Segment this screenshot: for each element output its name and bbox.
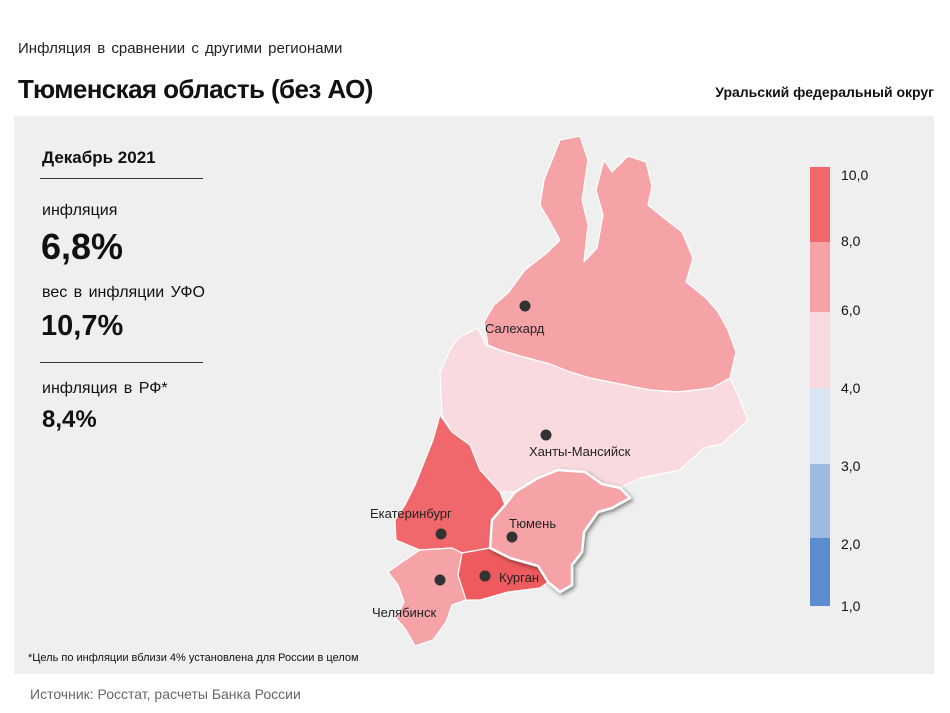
legend-tick: 4,0 — [841, 380, 861, 396]
subtitle: Инфляция в сравнении с другими регионами — [18, 40, 343, 57]
legend-tick: 6,0 — [841, 302, 861, 318]
footnote: *Цель по инфляции вблизи 4% установлена … — [28, 652, 359, 664]
rf-inflation-label: инфляция в РФ* — [42, 380, 168, 397]
page-title: Тюменская область (без АО) — [18, 74, 373, 104]
city-chelyabinsk[interactable]: Челябинск — [372, 574, 446, 621]
region-chelyabinsk[interactable] — [387, 547, 467, 647]
weight-value: 10,7% — [41, 310, 124, 342]
city-label-tyumen: Тюмень — [509, 516, 556, 531]
legend-ticks: 10,0 8,0 6,0 4,0 3,0 2,0 1,0 — [841, 167, 868, 614]
legend-bin-8-10 — [810, 167, 830, 242]
legend-tick: 10,0 — [841, 167, 868, 183]
legend-bin-3-4 — [810, 388, 830, 464]
legend-tick: 3,0 — [841, 458, 861, 474]
region-yamalo-nenets[interactable] — [483, 135, 737, 393]
period-label: Декабрь 2021 — [42, 148, 156, 167]
city-ekaterinburg[interactable]: Екатеринбург — [370, 506, 452, 540]
inflation-label: инфляция — [42, 202, 118, 219]
legend-bin-2-3 — [810, 464, 830, 538]
source-note: Источник: Росстат, расчеты Банка России — [30, 686, 301, 702]
legend-tick: 1,0 — [841, 598, 861, 614]
legend-bin-1-2 — [810, 538, 830, 606]
city-label-chelyabinsk: Челябинск — [372, 605, 436, 620]
city-salekhard[interactable]: Салехард — [485, 300, 545, 337]
city-khanty-mansiysk[interactable]: Ханты-Мансийск — [529, 429, 631, 460]
city-label-khanty: Ханты-Мансийск — [529, 444, 631, 459]
city-label-kurgan: Курган — [499, 570, 539, 585]
legend-colorbar — [810, 167, 830, 606]
city-label-ekaterinburg: Екатеринбург — [370, 506, 452, 521]
legend-tick: 2,0 — [841, 536, 861, 552]
legend-bin-6-8 — [810, 242, 830, 312]
legend-bin-4-6 — [810, 312, 830, 388]
rf-inflation-value: 8,4% — [42, 406, 97, 433]
city-tyumen[interactable]: Тюмень — [506, 516, 557, 543]
city-label-salekhard: Салехард — [485, 321, 545, 336]
legend-tick: 8,0 — [841, 233, 861, 249]
federal-district-label: Уральский федеральный округ — [715, 84, 934, 100]
city-kurgan[interactable]: Курган — [479, 570, 540, 585]
weight-label: вес в инфляции УФО — [42, 284, 205, 301]
inflation-value: 6,8% — [41, 226, 124, 267]
divider-bottom — [40, 362, 203, 363]
divider-top — [40, 178, 203, 179]
region-tyumen[interactable] — [488, 468, 632, 594]
